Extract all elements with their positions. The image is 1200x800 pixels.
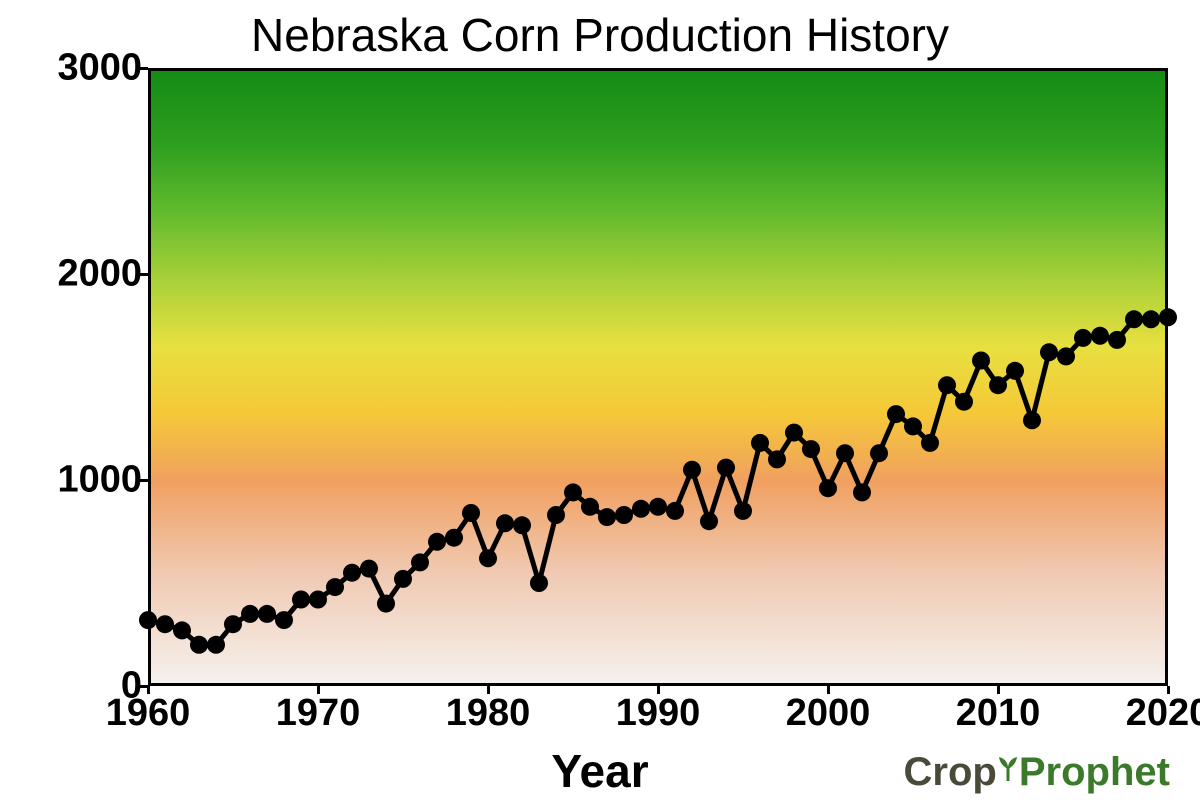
x-tick-mark bbox=[1167, 686, 1170, 694]
x-tick-label: 2000 bbox=[786, 692, 871, 735]
y-tick-label: 3000 bbox=[57, 47, 142, 90]
x-tick-mark bbox=[147, 686, 150, 694]
chart-title: Nebraska Corn Production History bbox=[0, 8, 1200, 62]
plot-area bbox=[148, 68, 1168, 686]
watermark-part1: Crop bbox=[904, 750, 997, 794]
chart-container: Nebraska Corn Production History Product… bbox=[0, 0, 1200, 800]
watermark-part2: Prophet bbox=[1019, 750, 1170, 794]
y-tick-label: 1000 bbox=[57, 459, 142, 502]
y-tick-mark bbox=[140, 273, 148, 276]
x-tick-mark bbox=[997, 686, 1000, 694]
sprout-icon bbox=[997, 746, 1019, 791]
x-tick-label: 1990 bbox=[616, 692, 701, 735]
x-tick-label: 1960 bbox=[106, 692, 191, 735]
x-tick-label: 1980 bbox=[446, 692, 531, 735]
y-tick-label: 2000 bbox=[57, 253, 142, 296]
x-tick-label: 1970 bbox=[276, 692, 361, 735]
watermark-logo: Crop Prophet bbox=[904, 750, 1170, 795]
x-tick-label: 2020 bbox=[1126, 692, 1200, 735]
x-tick-mark bbox=[317, 686, 320, 694]
y-tick-mark bbox=[140, 67, 148, 70]
x-tick-label: 2010 bbox=[956, 692, 1041, 735]
y-tick-mark bbox=[140, 479, 148, 482]
x-tick-mark bbox=[657, 686, 660, 694]
x-tick-mark bbox=[827, 686, 830, 694]
x-axis-label: Year bbox=[551, 744, 648, 798]
x-tick-mark bbox=[487, 686, 490, 694]
